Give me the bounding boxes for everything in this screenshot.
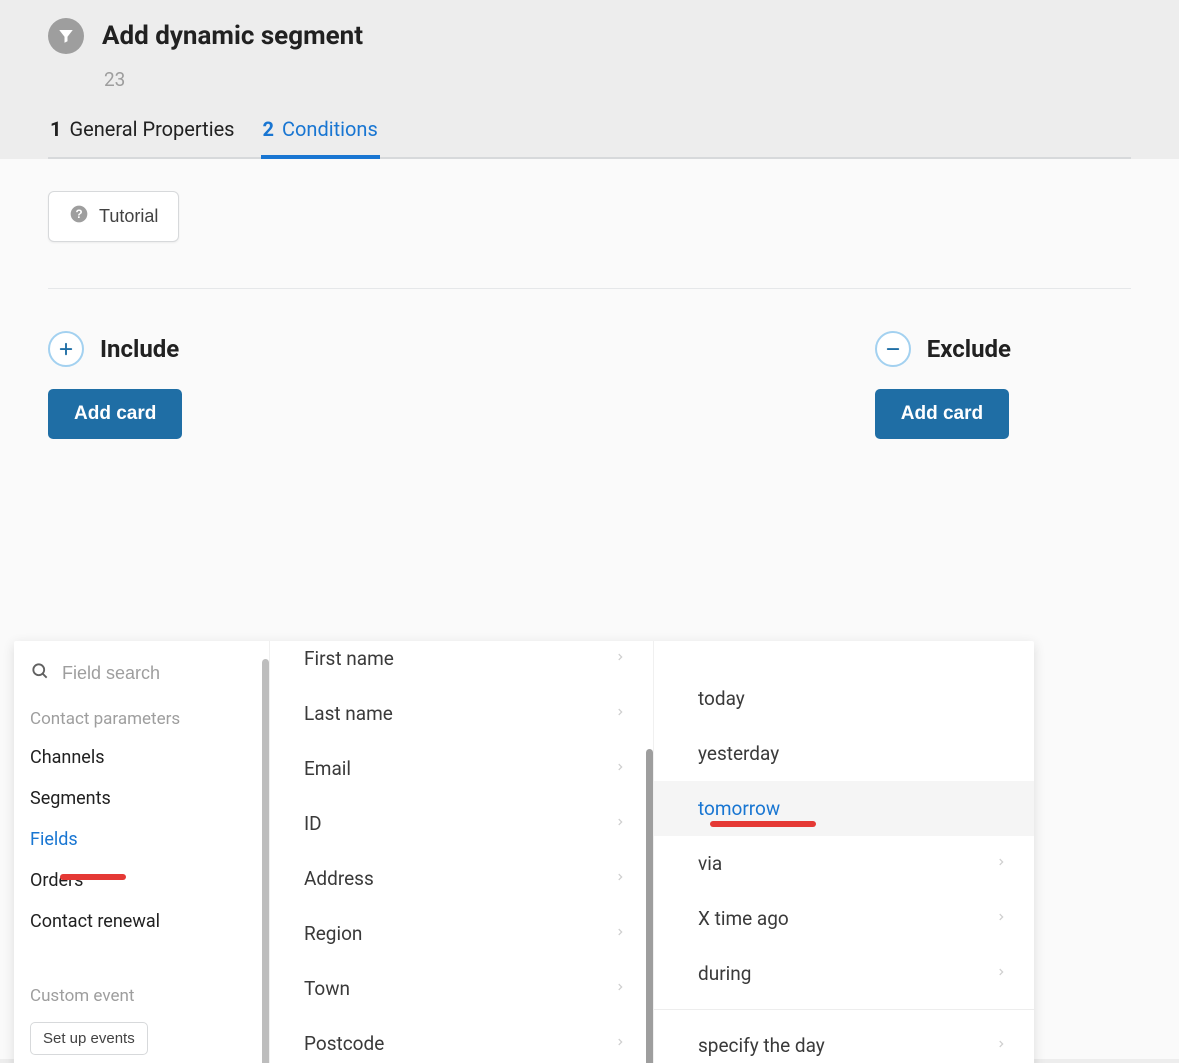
tab-label: Conditions: [282, 117, 378, 141]
separator: [654, 1009, 1034, 1010]
chevron-right-icon: [615, 704, 625, 723]
group-label-contact: Contact parameters: [14, 691, 269, 737]
field-search-input[interactable]: [62, 663, 253, 684]
field-item-id[interactable]: ID: [270, 796, 653, 851]
date-option-via[interactable]: via: [654, 836, 1034, 891]
chevron-right-icon: [615, 814, 625, 833]
field-item-town[interactable]: Town: [270, 961, 653, 1016]
setup-events-button[interactable]: Set up events: [30, 1022, 148, 1055]
category-item-contact-renewal[interactable]: Contact renewal: [14, 901, 269, 942]
field-label: First name: [304, 647, 394, 670]
annotation-fields: [60, 874, 126, 880]
field-item-last-name[interactable]: Last name: [270, 686, 653, 741]
chevron-right-icon: [996, 909, 1006, 928]
page-title: Add dynamic segment: [102, 21, 363, 51]
tab-conditions[interactable]: 2 Conditions: [261, 117, 380, 157]
option-label: via: [698, 852, 722, 875]
chevron-right-icon: [615, 649, 625, 668]
field-label: Last name: [304, 702, 393, 725]
picker-categories-column: Contact parameters ChannelsSegmentsField…: [14, 641, 270, 1063]
field-label: Postcode: [304, 1032, 384, 1055]
option-label: specify the day: [698, 1034, 825, 1057]
field-label: Town: [304, 977, 350, 1000]
chevron-right-icon: [615, 1034, 625, 1053]
option-label: during: [698, 962, 751, 985]
date-option-tomorrow[interactable]: tomorrow: [654, 781, 1034, 836]
chevron-right-icon: [996, 854, 1006, 873]
segment-icon: [48, 18, 84, 54]
option-label: X time ago: [698, 907, 789, 930]
tutorial-label: Tutorial: [99, 206, 158, 227]
date-option-during[interactable]: during: [654, 946, 1034, 1001]
date-option-x-time-ago[interactable]: X time ago: [654, 891, 1034, 946]
field-item-first-name[interactable]: First name: [270, 641, 653, 686]
tab-number: 2: [263, 117, 274, 141]
field-item-address[interactable]: Address: [270, 851, 653, 906]
tab-number: 1: [50, 117, 61, 141]
include-add-card-button[interactable]: Add card: [48, 389, 182, 439]
include-section: Include Add card: [48, 331, 182, 439]
category-item-fields[interactable]: Fields: [14, 819, 269, 860]
scrollbar[interactable]: [262, 659, 269, 1063]
date-option-today[interactable]: today: [654, 671, 1034, 726]
scrollbar[interactable]: [646, 749, 653, 1063]
exclude-section: Exclude Add card: [875, 331, 1011, 439]
option-label: today: [698, 687, 745, 710]
category-item-channels[interactable]: Channels: [14, 737, 269, 778]
date-option-yesterday[interactable]: yesterday: [654, 726, 1034, 781]
field-item-email[interactable]: Email: [270, 741, 653, 796]
exclude-title: Exclude: [927, 335, 1011, 363]
group-label-custom: Custom event: [14, 942, 269, 1014]
tab-label: General Properties: [69, 117, 234, 141]
field-item-postcode[interactable]: Postcode: [270, 1016, 653, 1063]
include-add-round-button[interactable]: [48, 331, 84, 367]
exclude-remove-round-button[interactable]: [875, 331, 911, 367]
option-label: yesterday: [698, 742, 779, 765]
option-label: tomorrow: [698, 797, 780, 820]
field-item-region[interactable]: Region: [270, 906, 653, 961]
tabs: 1 General Properties 2 Conditions: [48, 117, 1131, 159]
chevron-right-icon: [615, 979, 625, 998]
category-item-orders[interactable]: Orders: [14, 860, 269, 901]
date-option-specify-the-day[interactable]: specify the day: [654, 1018, 1034, 1063]
tab-general-properties[interactable]: 1 General Properties: [48, 117, 237, 157]
field-picker-popup: Contact parameters ChannelsSegmentsField…: [14, 641, 1034, 1063]
field-label: Region: [304, 922, 362, 945]
svg-text:?: ?: [75, 208, 82, 221]
picker-fields-column: First name Last name Email ID Address Region T…: [270, 641, 654, 1063]
annotation-tomorrow: [710, 821, 816, 827]
chevron-right-icon: [615, 869, 625, 888]
category-item-segments[interactable]: Segments: [14, 778, 269, 819]
include-title: Include: [100, 335, 179, 363]
chevron-right-icon: [615, 924, 625, 943]
chevron-right-icon: [615, 759, 625, 778]
exclude-add-card-button[interactable]: Add card: [875, 389, 1009, 439]
tutorial-button[interactable]: ? Tutorial: [48, 191, 179, 242]
search-icon: [30, 661, 50, 685]
segment-count: 23: [104, 68, 1131, 91]
chevron-right-icon: [996, 964, 1006, 983]
picker-date-options-column: today yesterday tomorrow via X time ago durin…: [654, 641, 1034, 1063]
chevron-right-icon: [996, 1036, 1006, 1055]
minus-icon: [884, 340, 902, 358]
field-label: Email: [304, 757, 351, 780]
field-label: ID: [304, 812, 322, 835]
divider: [48, 288, 1131, 289]
plus-icon: [57, 340, 75, 358]
field-label: Address: [304, 867, 374, 890]
help-icon: ?: [69, 204, 89, 229]
